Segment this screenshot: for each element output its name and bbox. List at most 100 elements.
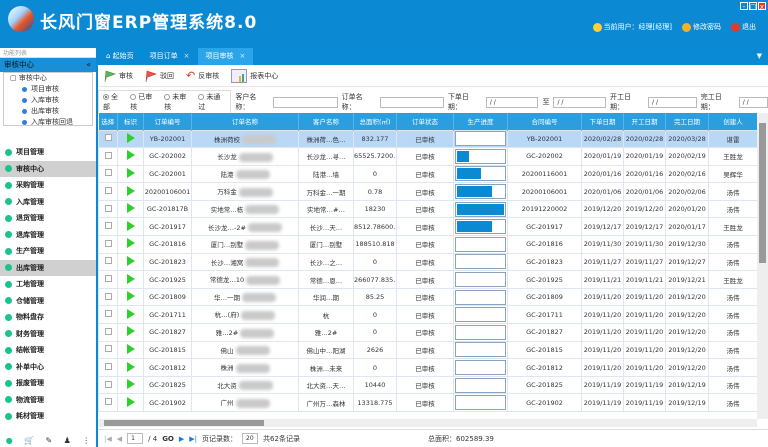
finish-date-input[interactable]: / /: [738, 96, 768, 108]
logout-link[interactable]: 退出: [731, 22, 756, 32]
row-checkbox[interactable]: [104, 363, 112, 371]
sidebar-item[interactable]: 审核中心: [0, 160, 96, 177]
column-header[interactable]: 总面积(㎡): [353, 113, 397, 130]
row-checkbox-cell[interactable]: [98, 147, 118, 166]
column-header[interactable]: 客户名称: [298, 113, 354, 130]
first-page-icon[interactable]: |◀: [104, 434, 112, 443]
row-checkbox[interactable]: [104, 327, 112, 335]
prev-page-icon[interactable]: ◀: [116, 434, 123, 443]
close-tab-icon[interactable]: ×: [183, 52, 190, 60]
scroll-thumb[interactable]: [104, 420, 264, 426]
order-date-from[interactable]: / /: [485, 96, 539, 108]
status-radio[interactable]: 未通过: [198, 93, 221, 111]
tree-item-inbound-rollback[interactable]: 入库审核回退: [4, 117, 92, 125]
tree-root[interactable]: ▢ 审核中心: [10, 74, 47, 82]
start-date-input[interactable]: / /: [648, 96, 697, 108]
sidebar-item[interactable]: 财务管理: [0, 326, 96, 343]
scroll-thumb[interactable]: [759, 123, 766, 263]
sidebar-item[interactable]: 物流管理: [0, 392, 96, 409]
table-row[interactable]: 20200106001 万科金 万科金…一期 0.78 已审核 20200106001 2…: [98, 182, 758, 201]
sidebar-item[interactable]: 耗材管理: [0, 408, 96, 425]
page-size-input[interactable]: 20: [242, 433, 259, 444]
unapprove-button[interactable]: ↶ 反审核: [186, 69, 220, 82]
sidebar-item[interactable]: 出库管理: [0, 259, 96, 276]
row-checkbox[interactable]: [104, 292, 112, 300]
sidebar-item[interactable]: 项目管理: [0, 144, 96, 161]
row-checkbox[interactable]: [104, 151, 112, 159]
table-row[interactable]: GC-201817B 实地常…栋 实地常…#… 18230 已审核 2019122000…: [98, 199, 758, 219]
row-checkbox[interactable]: [104, 187, 112, 195]
table-row[interactable]: GC-201823 长沙…湘窝 长沙…之… 0 已审核 GC-201823 2019/11…: [98, 252, 758, 272]
table-row[interactable]: GC-201809 华…一期 华润…期 85.25 已审核 GC-201809 2019/…: [98, 287, 758, 307]
table-row[interactable]: GC-201917 长沙龙…-2# 长沙…天… 8512.78600… 已审核 GC-2…: [98, 217, 758, 237]
tree-item-project-audit[interactable]: 项目审核: [4, 84, 92, 95]
tab-project-audit[interactable]: 项目审核 ×: [197, 48, 254, 65]
row-checkbox[interactable]: [104, 257, 112, 265]
table-row[interactable]: GC-202002 长沙龙 长沙龙…寻… 65525.7200… 已审核 GC-2020…: [98, 147, 758, 166]
horizontal-scrollbar[interactable]: [98, 419, 757, 427]
column-header[interactable]: 创建人: [708, 113, 758, 130]
page-input[interactable]: 1: [127, 433, 144, 444]
row-checkbox-cell[interactable]: [98, 323, 118, 342]
row-checkbox[interactable]: [104, 398, 112, 406]
column-header[interactable]: 下单日期: [581, 113, 624, 130]
sidebar-item[interactable]: 入库管理: [0, 194, 96, 211]
dot-icon[interactable]: ●: [5, 436, 13, 445]
next-page-icon[interactable]: ▶: [178, 434, 185, 443]
collapse-icon[interactable]: «: [86, 60, 91, 69]
table-row[interactable]: GC-201902 广州 广州万…森林 13318.775 已审核 GC-201902 2…: [98, 393, 758, 412]
sidebar-item[interactable]: 退库管理: [0, 227, 96, 244]
row-checkbox[interactable]: [104, 134, 112, 142]
row-checkbox-cell[interactable]: [98, 393, 118, 412]
column-header[interactable]: 订单名称: [191, 113, 299, 130]
table-row[interactable]: GC-201825 北大资 北大资…天… 10440 已审核 GC-201825 2019…: [98, 375, 758, 395]
approve-button[interactable]: 审核: [104, 70, 133, 82]
order-date-to[interactable]: / /: [553, 96, 607, 108]
person-icon[interactable]: ♟: [63, 436, 71, 445]
go-button[interactable]: GO: [162, 434, 174, 443]
column-header[interactable]: 生产进度: [453, 113, 508, 130]
row-checkbox-cell[interactable]: [98, 375, 118, 395]
column-header[interactable]: 订单状态: [396, 113, 454, 130]
table-row[interactable]: YB-202001 株洲荷校 株洲荷…色… 832.177 已审核 YB-202001 2…: [98, 129, 758, 149]
column-header[interactable]: 订单编号: [143, 113, 192, 130]
row-checkbox-cell[interactable]: [98, 164, 118, 184]
close-tab-icon[interactable]: ×: [239, 52, 246, 60]
row-checkbox-cell[interactable]: [98, 287, 118, 307]
tree-item-inbound-audit[interactable]: 入库审核: [4, 95, 92, 106]
more-icon[interactable]: ⋮: [82, 436, 91, 445]
row-checkbox-cell[interactable]: [98, 199, 118, 219]
table-row[interactable]: GC-201812 株洲 株洲…未来 0 已审核 GC-201812 2019/11/20…: [98, 358, 758, 377]
last-page-icon[interactable]: ▶|: [189, 434, 198, 443]
sidebar-item[interactable]: 补单中心: [0, 359, 96, 376]
sidebar-item[interactable]: 报废管理: [0, 375, 96, 392]
table-row[interactable]: GC-201925 常德龙…10 常德…恩… 266077.835… 已审核 GC-20…: [98, 270, 758, 289]
row-checkbox-cell[interactable]: [98, 340, 118, 360]
row-checkbox-cell[interactable]: [98, 129, 118, 149]
vertical-scrollbar[interactable]: [757, 113, 768, 419]
status-radio[interactable]: 未审核: [164, 93, 187, 111]
maximize-button[interactable]: □: [749, 2, 757, 11]
report-center-button[interactable]: 报表中心: [231, 68, 278, 83]
minimize-button[interactable]: -: [740, 2, 748, 11]
status-radio[interactable]: 全部: [103, 93, 118, 111]
row-checkbox-cell[interactable]: [98, 252, 118, 272]
table-row[interactable]: GC-201815 佛山 佛山中…阳湖 2626 已审核 GC-201815 2019/1…: [98, 340, 758, 360]
function-search[interactable]: 功能列表: [0, 48, 96, 58]
sidebar-item[interactable]: 工地管理: [0, 276, 96, 293]
sidebar-item[interactable]: 结帐管理: [0, 342, 96, 359]
column-header[interactable]: 开工日期: [623, 113, 666, 130]
row-checkbox[interactable]: [104, 345, 112, 353]
reject-button[interactable]: 驳回: [145, 70, 174, 82]
row-checkbox[interactable]: [104, 239, 112, 247]
table-row[interactable]: GC-201827 雅…2# 雅…2# 0 已审核 GC-201827 2019/11/2…: [98, 323, 758, 342]
column-header[interactable]: 合同编号: [507, 113, 582, 130]
feather-icon[interactable]: ✎: [45, 436, 53, 445]
sidebar-item[interactable]: 仓储管理: [0, 293, 96, 310]
order-name-input[interactable]: [379, 96, 444, 108]
column-header[interactable]: 标识: [117, 113, 144, 130]
status-radio[interactable]: 已审核: [130, 93, 153, 111]
tab-overflow-icon[interactable]: ▼: [756, 52, 762, 60]
table-row[interactable]: GC-201816 厦门…别墅 厦门…别墅 188510.818 已审核 GC-2018…: [98, 235, 758, 254]
customer-name-input[interactable]: [273, 96, 338, 108]
